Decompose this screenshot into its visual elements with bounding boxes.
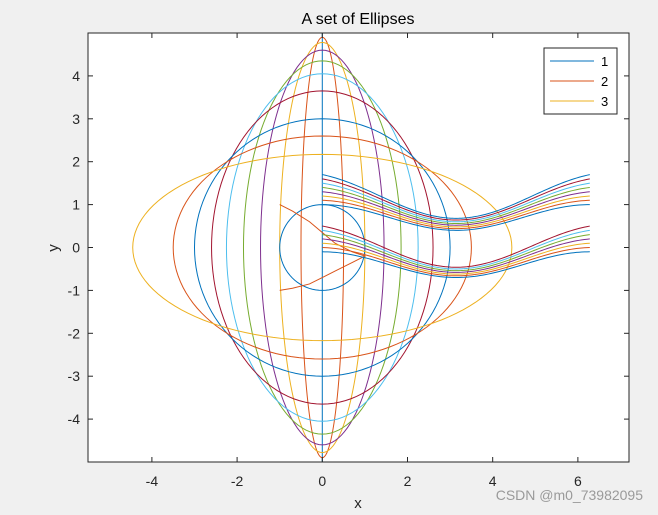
watermark: CSDN @m0_73982095 — [496, 487, 644, 503]
ellipse-line — [193, 118, 451, 377]
x-axis-label: x — [354, 495, 362, 512]
wave-line — [322, 199, 590, 230]
y-tick-label: 4 — [72, 68, 80, 84]
y-tick-label: 1 — [72, 197, 80, 213]
axis-ticks: -4 -2 0 2 4 6 -4 -3 -2 -1 0 1 2 3 4 — [68, 33, 629, 489]
ellipse-line — [242, 60, 402, 435]
legend[interactable]: 1 2 3 — [543, 47, 618, 115]
x-tick-label: 4 — [489, 473, 497, 489]
y-tick-label: -4 — [68, 411, 81, 427]
chart-title: A set of Ellipses — [302, 11, 415, 28]
x-tick-label: -4 — [146, 473, 159, 489]
wave-line — [322, 191, 590, 226]
unit-circle-line — [279, 204, 366, 291]
wave-line — [322, 186, 590, 224]
wave-line — [322, 178, 590, 221]
wave-line — [322, 229, 590, 270]
y-axis-label: y — [45, 244, 62, 252]
wave-line — [322, 225, 590, 268]
wave-line — [322, 174, 590, 219]
x-tick-label: 2 — [404, 473, 412, 489]
x-tick-label: 6 — [574, 473, 582, 489]
x-tick-label: -2 — [231, 473, 244, 489]
y-tick-label: -1 — [68, 282, 81, 298]
legend-label: 1 — [601, 54, 608, 69]
legend-label: 3 — [601, 94, 608, 109]
ellipse-line — [225, 73, 419, 422]
wave-line — [322, 182, 590, 223]
plot-area — [132, 33, 590, 462]
wave-line — [322, 251, 590, 279]
legend-label: 2 — [601, 74, 608, 89]
x-tick-label: 0 — [318, 473, 326, 489]
y-tick-label: -3 — [68, 368, 81, 384]
ellipse-line — [132, 153, 513, 342]
wave-line — [322, 247, 590, 277]
wave-line — [322, 242, 590, 275]
axes-background — [88, 33, 629, 462]
y-tick-label: 2 — [72, 154, 80, 170]
lissajous-line — [279, 204, 367, 291]
wave-line — [322, 195, 590, 228]
y-tick-label: -2 — [68, 325, 81, 341]
ellipse-line — [300, 36, 345, 459]
ellipse-line — [260, 49, 385, 446]
y-tick-label: 0 — [72, 240, 80, 256]
ellipse-line — [211, 90, 434, 405]
y-tick-label: 3 — [72, 111, 80, 127]
wave-line — [322, 204, 590, 231]
ellipse-line — [172, 135, 472, 360]
wave-line — [322, 238, 590, 273]
wave-line — [322, 234, 590, 272]
